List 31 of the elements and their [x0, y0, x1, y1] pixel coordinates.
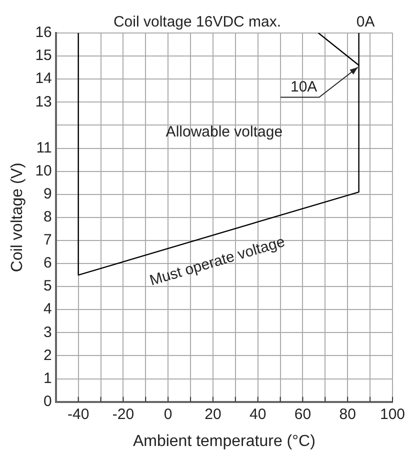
x-tick-label: -40 — [67, 406, 90, 423]
y-tick-label: 9 — [44, 185, 52, 202]
y-tick-label: 11 — [36, 139, 52, 156]
y-tick-label: 15 — [35, 47, 52, 64]
y-tick-label: 3 — [44, 324, 52, 341]
x-axis-title: Ambient temperature (°C) — [132, 432, 316, 450]
y-axis-title: Coil voltage (V) — [9, 162, 26, 272]
annotation: 10A — [290, 78, 318, 96]
y-tick-label: 14 — [35, 70, 52, 88]
y-tick-label: 8 — [44, 208, 52, 226]
annotation: Allowable voltage — [166, 124, 283, 141]
text: Coil voltage 16VDC max. — [113, 14, 282, 31]
y-tick-label: 13 — [35, 93, 52, 110]
text: 0A — [356, 14, 375, 31]
x-tick-label: 20 — [204, 406, 222, 423]
y-tick-label: 5 — [44, 278, 52, 295]
y-tick-label: 4 — [44, 300, 52, 318]
x-tick-label: 0 — [164, 406, 172, 423]
y-tick-label: 1 — [44, 370, 52, 387]
y-tick-label: 2 — [44, 346, 52, 364]
y-tick-label: 7 — [44, 232, 52, 249]
y-tick-label: 6 — [44, 254, 52, 272]
x-tick-label: -20 — [112, 406, 134, 423]
y-tick-label: 16 — [35, 24, 52, 42]
x-tick-label: 100 — [380, 406, 405, 423]
y-tick-label: 10 — [35, 162, 52, 180]
x-tick-label: 60 — [294, 406, 312, 423]
x-tick-label: 80 — [339, 406, 356, 423]
x-tick-label: 40 — [250, 406, 266, 423]
annotation: Must operate voltage — [148, 233, 287, 290]
y-tick-label: 0 — [44, 392, 52, 410]
